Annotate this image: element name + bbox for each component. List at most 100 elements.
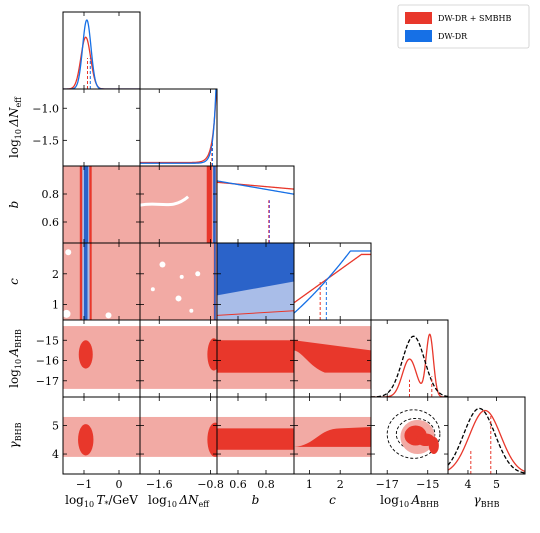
x-axis-label-g: γBHB <box>474 493 500 509</box>
y-tick-label: 1 <box>52 299 59 312</box>
y-axis-label-A: log10 ABHB <box>7 329 23 388</box>
y-tick-label: 4 <box>52 448 59 461</box>
panel-N-A <box>140 326 217 389</box>
marginal-curve-g <box>448 409 525 473</box>
marginal-curve-A <box>371 335 448 397</box>
marginal-curve-g <box>448 407 525 474</box>
contour-ellipse <box>386 409 441 459</box>
legend-swatch-red <box>405 12 432 24</box>
y-axis-label-g: γBHB <box>7 422 23 448</box>
panel-T-b <box>63 166 140 243</box>
y-tick-label: −1.0 <box>32 102 59 115</box>
contour-gap <box>159 261 166 268</box>
x-tick-label: 0.8 <box>257 478 275 491</box>
panel-T-A <box>63 326 140 389</box>
x-tick-label: 2 <box>337 478 344 491</box>
x-axis-label-b: b <box>252 493 260 507</box>
panel-frame-N-N <box>139 88 218 167</box>
contour-ellipse <box>416 433 435 447</box>
y-tick-label: −17 <box>36 375 59 388</box>
contour-band <box>140 326 217 389</box>
contour-gap <box>179 274 184 279</box>
panel-c-c <box>294 250 371 320</box>
x-axis-label-T: log10 T*/GeV <box>65 493 138 509</box>
x-tick-label: −15 <box>416 478 439 491</box>
panel-A-g <box>386 409 441 459</box>
contour-gap <box>64 144 70 150</box>
x-tick-label: 1 <box>306 478 313 491</box>
contour-band <box>63 326 140 389</box>
y-axis-label-c: c <box>7 278 21 285</box>
contour-ellipse <box>207 422 217 457</box>
contour-gap <box>150 287 155 292</box>
legend: DW-DR + SMBHB DW-DR <box>397 4 530 49</box>
y-tick-label: 0.8 <box>42 188 60 201</box>
contour-gap <box>105 312 112 319</box>
contour-ellipse <box>207 338 217 371</box>
panel-b-g <box>217 416 294 457</box>
panel-c-g <box>294 416 371 457</box>
panel-g-g <box>448 407 525 474</box>
x-tick-label: 0.6 <box>229 478 247 491</box>
contour-band <box>84 243 88 320</box>
x-tick-label: −1 <box>76 478 92 491</box>
contour-gap <box>75 135 80 140</box>
contour-band <box>206 166 212 243</box>
panel-T-c <box>63 243 140 320</box>
panel-frame-T-N <box>62 88 141 167</box>
contour-gap <box>65 249 72 256</box>
marginal-curve-T <box>63 36 140 89</box>
x-tick-label: 5 <box>493 478 500 491</box>
contour-ellipse <box>78 340 93 369</box>
contour-band <box>217 428 294 450</box>
contour-gap <box>70 109 74 113</box>
contour-gap <box>71 118 77 124</box>
x-tick-label: −17 <box>376 478 399 491</box>
contour-band <box>213 166 216 243</box>
y-tick-label: −1.5 <box>32 134 59 147</box>
legend-label-blue: DW-DR <box>438 32 468 41</box>
contour-gap <box>175 295 182 302</box>
contour-ellipse <box>78 424 94 456</box>
x-tick-label: −1.6 <box>146 478 173 491</box>
y-axis-label-b: b <box>7 201 21 209</box>
panel-b-A <box>217 326 294 389</box>
panel-frame-T-T <box>62 11 141 90</box>
contour-fill <box>294 426 371 447</box>
panel-A-A <box>371 333 448 397</box>
contour-band <box>217 340 294 373</box>
marginal-curve-c <box>294 250 371 314</box>
x-tick-label: −0.8 <box>197 478 224 491</box>
panel-N-g <box>140 416 217 457</box>
legend-label-red: DW-DR + SMBHB <box>438 14 512 23</box>
marginal-curve-c <box>294 253 371 304</box>
contour-fill <box>63 243 140 320</box>
panel-T-T <box>63 19 140 89</box>
marginal-curve-N <box>140 89 217 164</box>
contour-gap <box>102 153 108 159</box>
panel-N-b <box>140 166 217 243</box>
contour-band <box>63 93 140 98</box>
contour-band <box>140 416 217 457</box>
panel-N-c <box>140 243 217 320</box>
y-tick-label: 0.6 <box>42 216 60 229</box>
contour-band <box>63 416 140 457</box>
contour-band <box>84 166 89 243</box>
contour-gap <box>189 308 194 313</box>
legend-swatch-blue <box>405 30 432 42</box>
contour-fill <box>140 243 217 320</box>
panel-frame-b-b <box>216 165 295 244</box>
x-tick-label: 4 <box>464 478 471 491</box>
y-tick-label: −16 <box>36 355 59 368</box>
marginal-curve-T <box>63 19 140 89</box>
panel-T-g <box>63 416 140 457</box>
panel-frame-c-c <box>293 242 372 321</box>
contour-gap <box>140 195 190 207</box>
x-axis-label-N: log10 ΔNeff <box>148 493 210 509</box>
contour-gap <box>63 309 71 318</box>
marginal-curve-A <box>371 333 448 397</box>
panel-T-N <box>63 89 140 166</box>
x-axis-label-c: c <box>329 493 336 507</box>
x-axis-label-A: log10 ABHB <box>380 493 439 509</box>
